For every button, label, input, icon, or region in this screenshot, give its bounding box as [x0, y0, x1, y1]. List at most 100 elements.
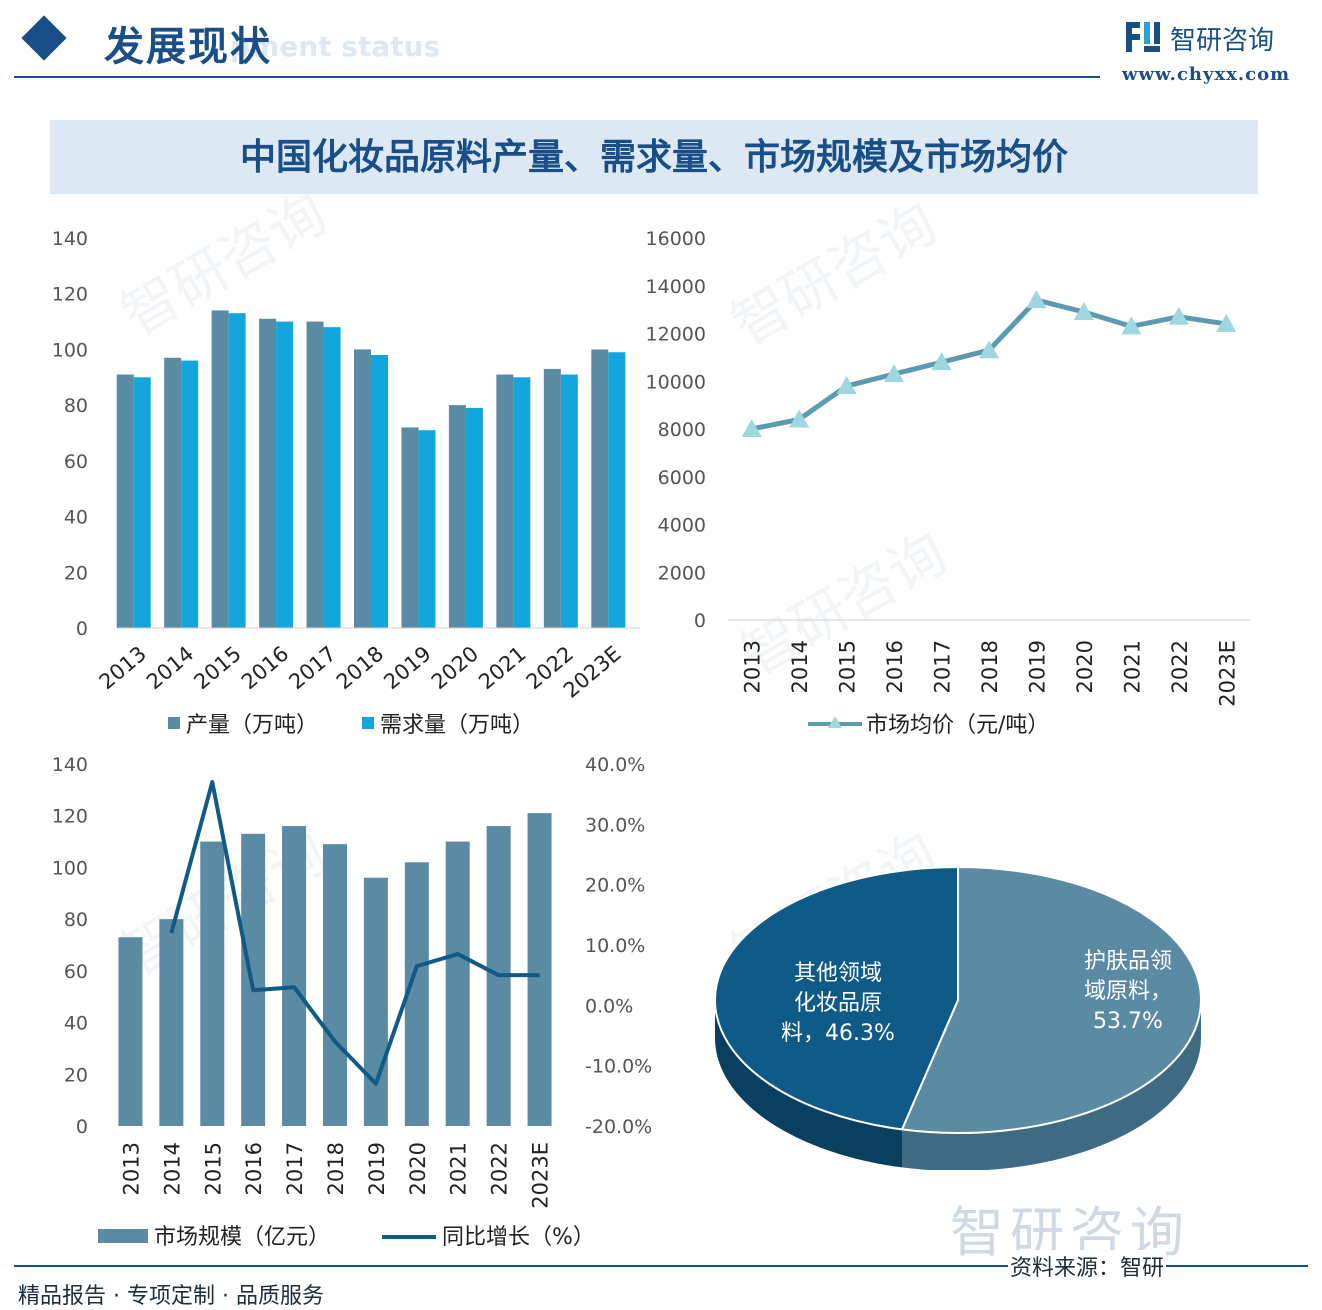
y-tick-label: 120: [52, 806, 88, 828]
pie-label-other: 料，46.3%: [781, 1021, 895, 1046]
bar-production: [354, 349, 371, 628]
legend-label: 市场规模（亿元）: [154, 1225, 330, 1250]
growth-line: [169, 780, 540, 1086]
legend-swatch-market: [98, 1229, 148, 1243]
legend-swatch-demand: [362, 717, 374, 729]
bar-production: [116, 374, 134, 628]
y-tick-label: 6000: [658, 467, 706, 489]
x-tick-label: 2016: [242, 1142, 266, 1195]
legend-label: 需求量（万吨）: [380, 713, 534, 738]
pie-side-other: [715, 1000, 903, 1168]
bar-demand: [228, 313, 246, 628]
data-source-note: 资料来源：智研: [1008, 1250, 1167, 1282]
y2-tick-label: -10.0%: [585, 1056, 652, 1078]
y-tick-label: 0: [694, 610, 706, 632]
bar-demand: [276, 321, 294, 628]
y-tick-label: 2000: [658, 562, 706, 584]
pie-slice-skincare: [900, 865, 1202, 1134]
pie-label-skincare: 域原料，: [1084, 979, 1172, 1004]
x-tick-label: 2019: [365, 1142, 389, 1195]
price-marker: [979, 340, 999, 359]
bar-demand: [465, 407, 483, 628]
bar-production: [591, 349, 609, 628]
brand-url: www.chyxx.com: [1122, 64, 1291, 85]
bar-market-size: [282, 826, 307, 1126]
legend-label: 产量（万吨）: [186, 713, 318, 738]
x-tick-label: 2023E: [529, 1142, 553, 1209]
bar-market-size: [200, 841, 225, 1126]
y-tick-label: 20: [64, 1064, 88, 1086]
x-tick-label: 2015: [189, 641, 245, 694]
x-tick-label: 2015: [201, 1142, 225, 1195]
x-tick-label: 2020: [427, 641, 483, 694]
legend-label: 同比增长（%）: [442, 1225, 595, 1250]
y-tick-label: 140: [52, 228, 88, 250]
bar-market-size: [527, 813, 552, 1126]
header-diamond-icon: [21, 15, 67, 61]
x-tick-label: 2013: [95, 641, 151, 694]
y2-tick-label: 20.0%: [585, 875, 645, 897]
y-tick-label: 16000: [646, 228, 706, 250]
x-tick-label: 2020: [1073, 640, 1097, 693]
x-tick-label: 2016: [883, 640, 907, 693]
bar-market-size: [159, 919, 184, 1126]
y-tick-label: 4000: [658, 515, 706, 537]
bar-production: [496, 374, 514, 628]
y-tick-label: 20: [64, 562, 88, 584]
pie-label-skincare: 护肤品领: [1084, 949, 1172, 974]
x-tick-label: 2018: [332, 641, 388, 694]
header-divider: [14, 76, 1100, 78]
chart-group-title: 中国化妆品原料产量、需求量、市场规模及市场均价: [239, 136, 1068, 178]
price-marker: [1073, 302, 1094, 321]
price-marker: [1026, 290, 1047, 309]
x-tick-label: 2022: [488, 1142, 512, 1195]
x-tick-label: 2014: [788, 640, 812, 693]
x-tick-label: 2017: [931, 640, 955, 693]
price-marker: [1168, 306, 1189, 325]
pie-label-other: 化妆品原: [794, 991, 882, 1016]
price-marker: [884, 364, 905, 383]
x-tick-label: 2014: [160, 1142, 184, 1195]
price-marker: [836, 376, 857, 395]
title-banner: [50, 120, 1258, 194]
y-tick-label: 8000: [658, 419, 706, 441]
x-tick-label: 2021: [474, 641, 530, 694]
x-tick-label: 2017: [283, 1142, 307, 1195]
x-tick-label: 2013: [741, 640, 765, 693]
x-tick-label: 2018: [978, 640, 1002, 693]
bar-market-size: [445, 841, 470, 1126]
price-marker: [931, 352, 952, 371]
bar-production: [211, 310, 229, 628]
y-tick-label: 12000: [646, 324, 706, 346]
price-marker: [741, 419, 762, 437]
price-marker: [1121, 316, 1142, 335]
y-tick-label: 0: [76, 618, 88, 640]
bar-production: [401, 427, 419, 628]
price-line: [751, 297, 1227, 432]
pie-side-skin: [902, 1000, 1201, 1170]
footer-slogan: 精品报告 · 专项定制 · 品质服务: [18, 1284, 324, 1309]
y-tick-label: 10000: [646, 371, 706, 393]
y-tick-label: 100: [52, 339, 88, 361]
bar-production: [448, 405, 466, 628]
x-tick-label: 2021: [1120, 640, 1144, 693]
bar-demand: [418, 430, 436, 628]
x-tick-label: 2019: [379, 641, 435, 694]
bar-market-size: [323, 844, 347, 1126]
brand-logo-icon: [1126, 22, 1160, 52]
x-tick-label: 2015: [836, 640, 860, 693]
average-price-chart: 0 2000 4000 6000 8000 10000 12000 14000 16000 201…: [646, 228, 1250, 738]
y2-tick-label: 10.0%: [585, 935, 645, 957]
legend-marker-price: [828, 716, 842, 728]
bar-production: [306, 321, 324, 628]
y-tick-label: 14000: [646, 276, 706, 298]
price-marker: [1216, 313, 1237, 332]
x-tick-label: 2019: [1025, 640, 1049, 693]
pie-label-other: 其他领域: [794, 961, 882, 986]
y-tick-label: 40: [64, 507, 88, 529]
bar-demand: [371, 355, 388, 628]
y-tick-label: 60: [64, 451, 88, 473]
pie-label-skincare: 53.7%: [1093, 1009, 1163, 1034]
y2-tick-label: 0.0%: [585, 995, 633, 1017]
y-tick-label: 80: [64, 909, 88, 931]
